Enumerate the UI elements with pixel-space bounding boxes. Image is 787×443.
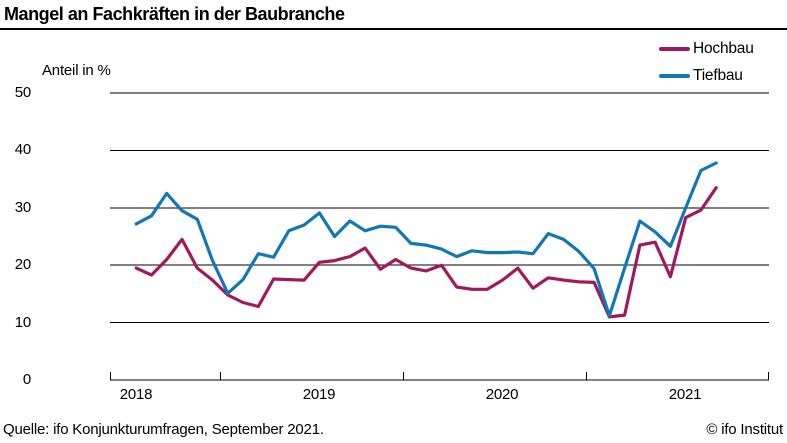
y-tick-label-40: 40 (14, 141, 31, 158)
y-axis-unit-label: Anteil in % (42, 62, 111, 79)
legend-label-hochbau: Hochbau (693, 40, 754, 57)
y-tick-label-30: 30 (14, 199, 31, 216)
y-tick-label-50: 50 (14, 84, 31, 101)
chart-title: Mangel an Fachkräften in der Baubranche (4, 4, 345, 24)
copyright-note: © ifo Institut (706, 421, 783, 438)
x-axis (109, 372, 770, 381)
y-tick-label-20: 20 (14, 256, 31, 273)
legend-label-tiefbau: Tiefbau (693, 67, 743, 84)
header-rule (0, 28, 787, 30)
series-line-hochbau (134, 186, 718, 319)
y-tick-label-0: 0 (22, 371, 31, 388)
x-tick-label-2019: 2019 (302, 386, 336, 403)
x-tick-label-2021: 2021 (668, 386, 702, 403)
source-note: Quelle: ifo Konjunkturumfragen, Septembe… (3, 421, 324, 438)
series-line-tiefbau (134, 161, 718, 318)
legend-item-hochbau: Hochbau (659, 39, 754, 59)
legend: Hochbau Tiefbau (659, 39, 754, 93)
gridlines (110, 92, 769, 324)
hochbau-line-swatch (659, 46, 690, 52)
legend-item-tiefbau: Tiefbau (659, 66, 754, 86)
y-tick-label-10: 10 (14, 314, 31, 331)
x-tick-label-2020: 2020 (485, 386, 519, 403)
x-tick-label-2018: 2018 (119, 386, 153, 403)
tiefbau-line-swatch (659, 73, 690, 79)
series-lines (134, 161, 718, 319)
